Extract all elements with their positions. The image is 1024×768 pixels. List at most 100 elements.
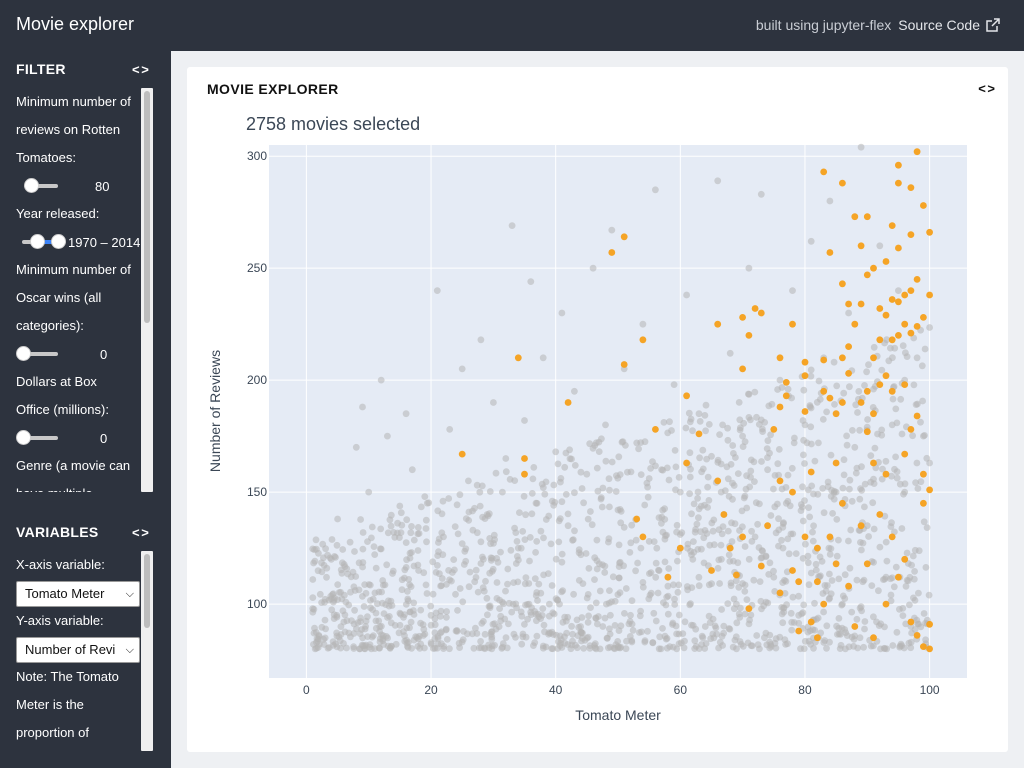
reviews-slider-value: 80 xyxy=(95,179,110,194)
variables-scrollbar[interactable] xyxy=(141,551,153,751)
highlighted-point xyxy=(683,459,690,467)
data-point xyxy=(877,645,884,653)
data-point xyxy=(602,421,609,429)
data-point xyxy=(400,628,407,635)
source-code-link[interactable]: Source Code xyxy=(898,17,1000,33)
data-point xyxy=(596,587,604,595)
reviews-slider-handle[interactable] xyxy=(24,178,39,193)
data-point xyxy=(870,475,877,483)
oscars-slider-handle[interactable] xyxy=(16,346,31,361)
data-point xyxy=(827,451,835,459)
data-point xyxy=(652,559,660,567)
boxoffice-slider-handle[interactable] xyxy=(16,430,31,445)
y-axis-select[interactable]: Number of Revi ⌵ xyxy=(16,637,140,663)
data-point xyxy=(911,626,919,633)
data-point xyxy=(903,353,911,360)
highlighted-point xyxy=(795,627,803,635)
highlighted-point xyxy=(851,213,859,221)
data-point xyxy=(717,541,725,549)
data-point xyxy=(384,529,392,537)
data-point xyxy=(628,521,636,529)
data-point xyxy=(472,574,480,581)
data-point xyxy=(599,484,607,492)
data-point xyxy=(779,619,787,627)
scatter-chart[interactable]: 0 20 40 60 80 100 100 150 200 250 300 2758 movies … xyxy=(187,67,1008,752)
data-point xyxy=(869,499,877,507)
data-point xyxy=(460,628,467,635)
data-point xyxy=(422,525,430,532)
data-point xyxy=(739,432,746,440)
data-point xyxy=(720,622,728,630)
data-point xyxy=(732,454,739,461)
data-point xyxy=(337,566,345,574)
data-point xyxy=(414,524,422,531)
filter-scroll-pane[interactable]: Minimum number of reviews on Rotten Toma… xyxy=(0,88,156,492)
data-point xyxy=(726,558,734,565)
data-point xyxy=(820,608,827,616)
data-point xyxy=(632,567,639,575)
filter-code-toggle-icon[interactable]: < > xyxy=(132,62,149,77)
data-point xyxy=(585,612,592,620)
data-point xyxy=(606,503,613,511)
data-point xyxy=(805,504,812,511)
data-point xyxy=(558,309,566,317)
data-point xyxy=(381,581,389,589)
data-point xyxy=(456,491,464,499)
data-point xyxy=(724,600,732,607)
highlighted-point xyxy=(795,578,803,586)
data-point xyxy=(716,431,723,438)
data-point xyxy=(387,511,395,519)
data-point xyxy=(800,386,808,394)
data-point xyxy=(802,540,809,548)
highlighted-point xyxy=(820,387,828,395)
data-point xyxy=(414,561,422,569)
oscars-slider-track[interactable] xyxy=(20,352,58,356)
year-slider-handle-max[interactable] xyxy=(51,234,66,249)
data-point xyxy=(686,473,694,481)
data-point xyxy=(660,419,668,426)
data-point xyxy=(314,637,322,645)
data-point xyxy=(359,545,367,553)
data-point xyxy=(789,287,796,294)
boxoffice-slider-track[interactable] xyxy=(20,436,58,440)
data-point xyxy=(856,426,863,434)
data-point xyxy=(841,595,849,602)
data-point xyxy=(695,505,703,513)
data-point xyxy=(637,607,644,615)
data-point xyxy=(702,427,709,435)
data-point xyxy=(403,556,410,564)
data-point xyxy=(492,469,500,477)
data-point xyxy=(717,488,725,496)
y-tick-label: 300 xyxy=(247,149,267,163)
data-point xyxy=(853,615,861,623)
y-tick-label: 200 xyxy=(247,373,267,387)
data-point xyxy=(757,190,765,198)
variables-scroll-pane[interactable]: X-axis variable: Tomato Meter ⌵ Y-axis v… xyxy=(0,551,156,751)
data-point xyxy=(548,582,556,589)
variables-code-toggle-icon[interactable]: < > xyxy=(132,525,149,540)
panel-code-toggle-icon[interactable]: < > xyxy=(978,81,995,96)
reviews-slider-track[interactable] xyxy=(24,184,58,188)
variables-scrollbar-thumb[interactable] xyxy=(144,554,150,628)
data-point xyxy=(435,539,442,546)
data-point xyxy=(320,554,327,562)
data-point xyxy=(825,544,833,552)
x-axis-select[interactable]: Tomato Meter ⌵ xyxy=(16,581,140,607)
data-point xyxy=(714,459,722,466)
highlighted-point xyxy=(907,184,915,191)
filter-scrollbar-thumb[interactable] xyxy=(144,91,150,323)
data-point xyxy=(826,197,834,205)
data-point xyxy=(737,604,744,612)
highlighted-point xyxy=(639,336,647,344)
data-point xyxy=(512,560,520,567)
data-point xyxy=(533,632,541,640)
data-point xyxy=(897,395,905,403)
highlighted-point xyxy=(845,582,852,590)
built-with-link[interactable]: built using jupyter-flex xyxy=(755,17,892,33)
data-point xyxy=(652,462,659,470)
data-point xyxy=(730,605,738,613)
data-point xyxy=(351,606,358,614)
data-point xyxy=(379,635,387,642)
filter-scrollbar[interactable] xyxy=(141,88,153,492)
year-slider-handle-min[interactable] xyxy=(30,234,45,249)
